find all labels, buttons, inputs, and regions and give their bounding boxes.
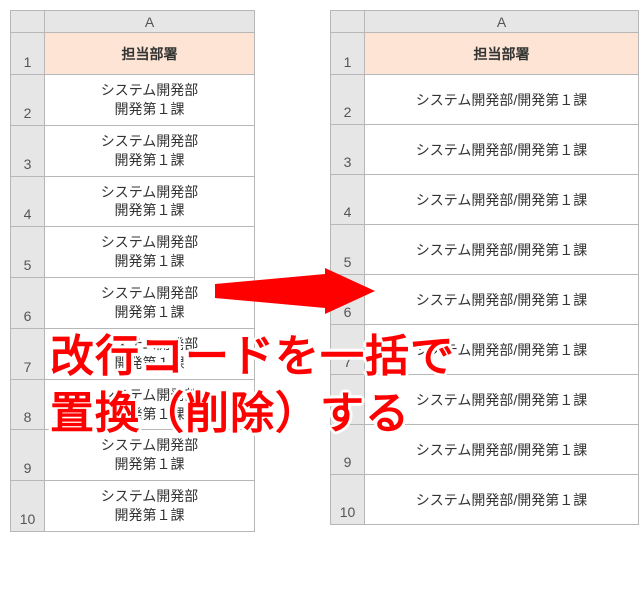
cell-A6-left[interactable]: システム開発部開発第１課 [45, 278, 255, 329]
row-header-4-left[interactable]: 4 [11, 176, 45, 227]
row-header-5-left[interactable]: 5 [11, 227, 45, 278]
cell-A10-right[interactable]: システム開発部/開発第１課 [365, 475, 639, 525]
cell-A7-left[interactable]: システム開発部開発第１課 [45, 328, 255, 379]
cell-A4-right[interactable]: システム開発部/開発第１課 [365, 175, 639, 225]
column-header-A-right[interactable]: A [365, 11, 639, 33]
cell-A3-right[interactable]: システム開発部/開発第１課 [365, 125, 639, 175]
spreadsheet-left: A 1 担当部署 2システム開発部開発第１課 3システム開発部開発第１課 4シス… [10, 10, 255, 532]
cell-A9-right[interactable]: システム開発部/開発第１課 [365, 425, 639, 475]
row-header-6-right[interactable]: 6 [331, 275, 365, 325]
cell-A1-right[interactable]: 担当部署 [365, 33, 639, 75]
cell-A5-right[interactable]: システム開発部/開発第１課 [365, 225, 639, 275]
cell-A2-right[interactable]: システム開発部/開発第１課 [365, 75, 639, 125]
row-header-6-left[interactable]: 6 [11, 278, 45, 329]
cell-A2-left[interactable]: システム開発部開発第１課 [45, 75, 255, 126]
comparison-stage: A 1 担当部署 2システム開発部開発第１課 3システム開発部開発第１課 4シス… [10, 10, 641, 579]
cell-A6-right[interactable]: システム開発部/開発第１課 [365, 275, 639, 325]
cell-A3-left[interactable]: システム開発部開発第１課 [45, 125, 255, 176]
row-header-1-left[interactable]: 1 [11, 33, 45, 75]
select-all-corner[interactable] [11, 11, 45, 33]
row-header-10-left[interactable]: 10 [11, 481, 45, 532]
row-header-5-right[interactable]: 5 [331, 225, 365, 275]
row-header-4-right[interactable]: 4 [331, 175, 365, 225]
column-header-A-left[interactable]: A [45, 11, 255, 33]
cell-A8-left[interactable]: システム開発部開発第１課 [45, 379, 255, 430]
row-header-1-right[interactable]: 1 [331, 33, 365, 75]
row-header-9-right[interactable]: 9 [331, 425, 365, 475]
row-header-3-right[interactable]: 3 [331, 125, 365, 175]
select-all-corner-right[interactable] [331, 11, 365, 33]
row-header-10-right[interactable]: 10 [331, 475, 365, 525]
row-header-9-left[interactable]: 9 [11, 430, 45, 481]
row-header-7-right[interactable]: 7 [331, 325, 365, 375]
spreadsheet-right: A 1 担当部署 2システム開発部/開発第１課 3システム開発部/開発第１課 4… [330, 10, 639, 525]
row-header-3-left[interactable]: 3 [11, 125, 45, 176]
row-header-8-left[interactable]: 8 [11, 379, 45, 430]
cell-A9-left[interactable]: システム開発部開発第１課 [45, 430, 255, 481]
cell-A10-left[interactable]: システム開発部開発第１課 [45, 481, 255, 532]
row-header-7-left[interactable]: 7 [11, 328, 45, 379]
cell-A5-left[interactable]: システム開発部開発第１課 [45, 227, 255, 278]
row-header-8-right[interactable]: 8 [331, 375, 365, 425]
cell-A8-right[interactable]: システム開発部/開発第１課 [365, 375, 639, 425]
cell-A1-left[interactable]: 担当部署 [45, 33, 255, 75]
cell-A7-right[interactable]: システム開発部/開発第１課 [365, 325, 639, 375]
row-header-2-left[interactable]: 2 [11, 75, 45, 126]
cell-A4-left[interactable]: システム開発部開発第１課 [45, 176, 255, 227]
row-header-2-right[interactable]: 2 [331, 75, 365, 125]
